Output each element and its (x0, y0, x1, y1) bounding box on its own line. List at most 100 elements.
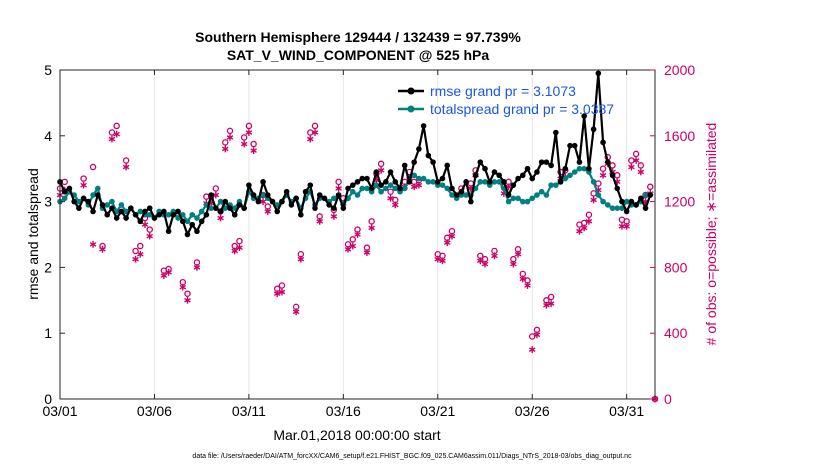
obs-possible-marker (89, 163, 97, 171)
rmse-point (642, 205, 649, 211)
totalspread-point (411, 172, 417, 179)
x-tick-label: 03/21 (420, 403, 455, 419)
y-axis-right: 0 400 800 1200 1600 2000 (650, 62, 695, 407)
obs-possible-marker (222, 139, 229, 146)
obs-possible-marker (236, 237, 243, 245)
obs-assimilated-marker (113, 130, 120, 138)
rmse-point (189, 221, 196, 228)
rmse-point (619, 198, 625, 205)
totalspread-point (378, 188, 384, 195)
rmse-point (298, 211, 304, 218)
obs-possible-marker (647, 183, 654, 191)
obs-assimilated-marker (80, 181, 87, 189)
rmse-point (279, 198, 285, 205)
obs-assimilated-marker (245, 129, 253, 136)
rmse-point (142, 208, 148, 215)
obs-possible-marker (585, 211, 593, 219)
legend-text-totalspread: totalspread grand pr = 3.0387 (430, 101, 614, 117)
rmse-point (420, 123, 427, 129)
rmse-point (99, 202, 106, 208)
rmse-point (576, 159, 583, 165)
rmse-point (349, 182, 356, 188)
rmse-point (425, 152, 432, 159)
totalspread-point (359, 185, 366, 192)
totalspread-point (548, 182, 554, 188)
rmse-point (590, 126, 597, 133)
obs-assimilated-marker (547, 300, 555, 307)
obs-assimilated-marker (434, 255, 442, 263)
rmse-point (331, 205, 337, 211)
totalspread-point (373, 182, 380, 188)
rmse-point (80, 195, 87, 202)
rmse-point (449, 185, 455, 192)
rmse-point (647, 192, 654, 198)
rmse-point (444, 162, 451, 169)
rmse-point (571, 142, 578, 149)
rmse-point (335, 192, 342, 198)
rmse-point (340, 205, 347, 211)
rmse-point (458, 188, 465, 195)
rmse-point (71, 198, 77, 205)
rmse-point (581, 113, 587, 119)
obs-assimilated-marker (335, 185, 342, 192)
totalspread-point (349, 188, 356, 195)
rmse-point (519, 172, 526, 179)
obs-assimilated-marker (576, 227, 583, 235)
rmse-point (430, 159, 436, 165)
plot-frame (59, 69, 656, 400)
legend: rmse grand pr = 3.1073 totalspread grand… (398, 83, 614, 117)
legend-text-rmse: rmse grand pr = 3.1073 (430, 83, 576, 99)
rmse-point (161, 208, 167, 215)
totalspread-point (581, 165, 587, 172)
obs-possible-marker (132, 247, 139, 255)
obs-possible-marker (184, 290, 191, 297)
totalspread-point (515, 195, 521, 202)
series-layer (57, 70, 654, 238)
rmse-point (109, 205, 115, 211)
obs-assimilated-marker (368, 224, 375, 232)
rmse-point (260, 179, 266, 185)
totalspread-point (416, 175, 422, 182)
rmse-point (208, 192, 214, 198)
obs-assimilated-marker (349, 242, 357, 250)
rmse-point (94, 192, 101, 198)
totalspread-point (189, 211, 196, 218)
totalspread-point (137, 208, 144, 215)
y-right-tick-label: 400 (664, 325, 688, 341)
obs-assimilated-marker (585, 217, 593, 225)
obs-assimilated-marker (311, 129, 319, 136)
rmse-point (477, 159, 484, 165)
rmse-point (113, 215, 120, 221)
totalspread-point (109, 198, 115, 205)
rmse-point (472, 172, 479, 179)
obs-assimilated-marker (231, 247, 239, 255)
rmse-point (104, 211, 111, 218)
totalspread-point (595, 192, 602, 198)
obs-assimilated-marker (439, 257, 446, 265)
totalspread-point (567, 172, 573, 179)
obs-possible-marker (113, 122, 120, 130)
rmse-point (269, 198, 276, 205)
totalspread-point (524, 198, 531, 205)
totalspread-point (444, 185, 451, 192)
obs-assimilated-marker (250, 147, 257, 155)
y-axis-right-label: # of obs: o=possible; ∗=assimilated (703, 123, 719, 346)
obs-assimilated-marker (108, 135, 116, 143)
obs-assimilated-marker (297, 255, 305, 263)
obs-assimilated-marker (363, 249, 371, 256)
obs-assimilated-marker (316, 217, 324, 225)
obs-possible-marker (146, 226, 153, 233)
rmse-point (496, 172, 502, 179)
rmse-point (633, 202, 639, 208)
obs-assimilated-marker (141, 221, 149, 229)
rmse-point (307, 182, 314, 188)
totalspread-point (604, 202, 611, 208)
rmse-point (293, 195, 299, 202)
rmse-point (156, 211, 162, 218)
obs-assimilated-marker (481, 260, 489, 268)
rmse-point (638, 195, 644, 202)
rmse-point (604, 159, 611, 165)
rmse-point (623, 208, 630, 215)
obs-assimilated-marker (264, 208, 272, 215)
totalspread-point (430, 179, 436, 185)
